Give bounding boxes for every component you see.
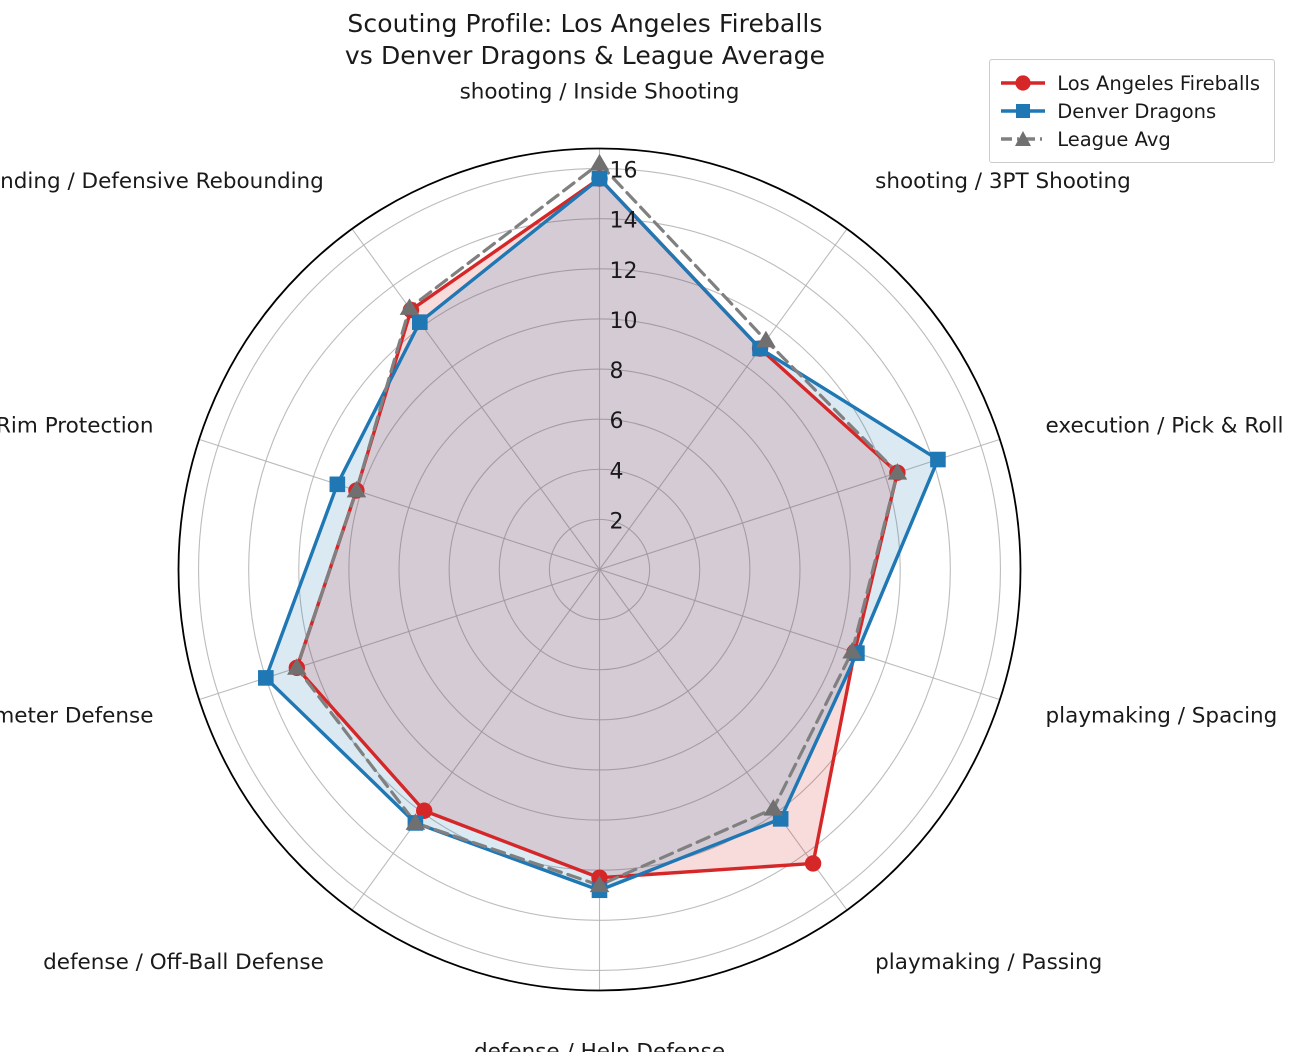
series-marker-2 [591, 170, 608, 187]
radial-tick-label: 2 [610, 509, 624, 534]
legend-item-league-avg[interactable]: League Avg [1000, 125, 1260, 153]
axis-label: playmaking / Passing [875, 950, 1102, 975]
grid-spoke [198, 438, 600, 571]
series-marker-3 [589, 875, 610, 893]
series-marker-2 [258, 670, 274, 686]
series-marker-2 [329, 476, 346, 493]
legend-label-los-angeles-fireballs: Los Angeles Fireballs [1057, 71, 1260, 95]
grid-spoke [599, 569, 848, 911]
axis-label: shooting / Inside Shooting [460, 80, 740, 105]
axis-label: playmaking / Spacing [1046, 703, 1278, 728]
axis-label: defense / Off-Ball Defense [43, 950, 324, 975]
chart-title-line-1: Scouting Profile: Los Angeles Fireballs [347, 9, 823, 38]
legend-swatch-circle-icon [1001, 75, 1046, 91]
series-fill-2 [265, 178, 938, 891]
grid-spoke [351, 569, 600, 911]
legend-label-league-avg: League Avg [1057, 127, 1171, 151]
legend-item-los-angeles-fireballs[interactable]: Los Angeles Fireballs [1000, 69, 1260, 97]
chart-title: Scouting Profile: Los Angeles Fireballs … [0, 8, 1170, 72]
legend-swatch-triangle-icon [1001, 131, 1046, 146]
series-marker-3 [287, 658, 307, 675]
legend-item-denver-dragons[interactable]: Denver Dragons [1000, 97, 1260, 125]
series-marker-2 [411, 314, 428, 330]
series-fill-1 [296, 178, 898, 878]
radial-tick-label: 12 [610, 259, 638, 284]
radial-tick-label: 10 [610, 309, 638, 334]
radial-tick-label: 6 [610, 409, 624, 434]
series-marker-1 [804, 855, 822, 872]
radial-tick-label: 8 [610, 359, 624, 384]
axis-label: defense / Rim Protection [0, 414, 153, 439]
series-marker-3 [842, 641, 862, 659]
series-marker-3 [756, 330, 776, 348]
legend-swatch-square-icon [1001, 104, 1046, 118]
axis-label: shooting / 3PT Shooting [875, 169, 1131, 194]
legend-label-denver-dragons: Denver Dragons [1057, 99, 1217, 123]
series-marker-3 [346, 480, 367, 498]
axis-label: defense / On-Ball Perimeter Defense [0, 703, 153, 728]
outer-ring [177, 147, 1022, 992]
series-marker-3 [589, 153, 610, 171]
radial-tick-label: 4 [610, 459, 624, 484]
grid-spoke [351, 228, 600, 570]
series-marker-3 [887, 463, 908, 480]
axis-label: rebounding / Defensive Rebounding [0, 169, 324, 194]
series-marker-3 [399, 298, 420, 315]
axis-label: execution / Pick & Roll Execution [1046, 414, 1289, 439]
series-marker-3 [405, 813, 426, 830]
series-marker-2 [930, 451, 946, 468]
axis-label: defense / Help Defense [474, 1040, 725, 1052]
series-marker-1 [416, 802, 433, 819]
series-marker-3 [763, 799, 784, 816]
radial-tick-label: 14 [610, 209, 638, 234]
radial-tick-label: 16 [610, 159, 638, 184]
grid-spoke [599, 568, 1001, 701]
chart-legend: Los Angeles Fireballs Denver Dragons Lea… [989, 59, 1275, 163]
chart-title-line-2: vs Denver Dragons & League Average [344, 41, 826, 70]
grid-spoke [599, 228, 848, 570]
